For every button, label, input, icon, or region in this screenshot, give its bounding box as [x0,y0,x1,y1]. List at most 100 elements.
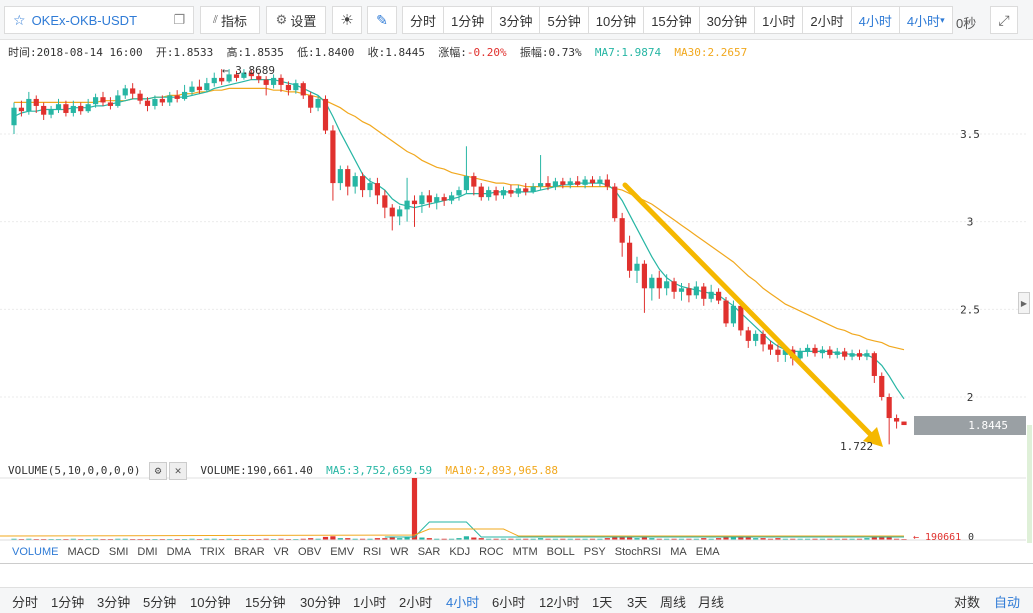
interval-7[interactable]: 1小时 [755,6,804,34]
settings-button[interactable]: ⚙ 设置 [266,6,326,34]
sidebar-toggle[interactable]: ▶ [1018,292,1030,314]
indicator-tab-mtm[interactable]: MTM [512,546,538,558]
interval-9[interactable]: 4小时 [851,6,900,34]
candle-body [775,349,781,355]
candle-body [693,286,699,296]
volume-bar [18,539,25,540]
volume-bar [775,538,781,540]
period-14[interactable]: 周线 [660,595,687,610]
candle-body [441,197,447,201]
indicator-tab-wr[interactable]: WR [390,546,409,558]
indicator-tab-dmi[interactable]: DMI [137,546,158,558]
indicator-tab-roc[interactable]: ROC [479,546,504,558]
interval-2[interactable]: 3分钟 [492,6,541,34]
candle-body [842,351,848,357]
period-4[interactable]: 10分钟 [190,595,231,610]
volume-bar [782,538,788,540]
candle-body [85,104,91,112]
indicator-tab-rsi[interactable]: RSI [363,546,382,558]
period-1[interactable]: 1分钟 [51,595,85,610]
period-11[interactable]: 12小时 [539,595,580,610]
indicator-tab-ma[interactable]: MA [670,546,687,558]
candle-body [604,179,610,187]
star-icon[interactable]: ☆ [13,11,26,28]
period-6[interactable]: 30分钟 [300,595,341,610]
interval-6[interactable]: 30分钟 [699,6,756,34]
gear-icon[interactable]: ⚙ [149,462,168,480]
candle-body [404,200,410,210]
indicator-tab-obv[interactable]: OBV [297,546,322,558]
volume-bar [849,538,855,540]
volume-bar [552,538,559,540]
indicator-tab-ema[interactable]: EMA [695,546,720,558]
period-5[interactable]: 15分钟 [245,595,286,610]
volume-bar [26,538,32,540]
draw-tool-button[interactable]: ✎ [367,6,397,34]
indicator-tab-dma[interactable]: DMA [166,546,192,558]
indicator-tab-volume[interactable]: VOLUME [12,546,59,558]
volume-bar [167,539,173,540]
period-0[interactable]: 分时 [12,595,39,610]
y-tick-label: 3.5 [960,128,980,141]
indicator-tab-kdj[interactable]: KDJ [449,546,471,558]
volume-bar [575,538,581,540]
candle-body [834,351,840,355]
candle-body [575,181,581,185]
indicator-tab-vr[interactable]: VR [273,546,289,558]
volume-bar [693,538,699,540]
candle-body [189,86,195,92]
interval-1[interactable]: 1分钟 [444,6,493,34]
auto-scale-toggle[interactable]: 自动 [994,595,1021,610]
indicator-tab-trix[interactable]: TRIX [200,546,226,558]
close-icon[interactable]: ✕ [169,462,188,480]
interval-3[interactable]: 5分钟 [540,6,589,34]
candle-body [782,349,788,355]
candle-body [849,353,855,357]
period-10[interactable]: 6小时 [492,595,526,610]
interval-10[interactable]: 4小时 ▾ [899,6,953,34]
volume-bar [790,538,796,540]
candle-body [270,77,277,85]
candle-body [233,74,240,78]
candle-body [597,179,603,184]
interval-4[interactable]: 10分钟 [588,6,645,34]
fullscreen-button[interactable]: ⤢ [990,6,1018,34]
indicator-tab-stochrsi[interactable]: StochRSI [614,546,662,558]
indicator-tab-macd[interactable]: MACD [67,546,100,558]
candle-body [715,291,722,301]
candle-body [901,421,907,426]
volume-bar [649,538,655,540]
period-9[interactable]: 4小时 [446,595,480,610]
candle-body [664,281,670,289]
interval-5[interactable]: 15分钟 [644,6,700,34]
period-8[interactable]: 2小时 [399,595,433,610]
scrollbar[interactable] [1027,425,1032,543]
indicator-tab-psy[interactable]: PSY [583,546,606,558]
volume-bar [730,537,737,540]
period-13[interactable]: 3天 [627,595,648,610]
indicator-button[interactable]: ⫽ 指标 [200,6,260,34]
interval-0[interactable]: 分时 [402,6,445,34]
candle-body [864,353,870,357]
theme-toggle-button[interactable]: ☀ [332,6,362,34]
copy-icon[interactable]: ❐ [173,12,185,27]
volume-bar [715,538,722,540]
indicator-tab-brar[interactable]: BRAR [234,546,265,558]
volume-ma10: MA10:2,893,965.88 [445,464,558,477]
indicator-tab-emv[interactable]: EMV [330,546,355,558]
indicator-tab-sar[interactable]: SAR [417,546,441,558]
log-scale-toggle[interactable]: 对数 [954,595,981,610]
indicator-tab-boll[interactable]: BOLL [546,546,575,558]
candle-body [41,105,47,115]
interval-8[interactable]: 2小时 [803,6,852,34]
period-3[interactable]: 5分钟 [143,595,177,610]
period-12[interactable]: 1天 [592,595,613,610]
symbol-selector[interactable]: ☆ OKEx-OKB-USDT ❐ [4,6,194,34]
period-2[interactable]: 3分钟 [97,595,131,610]
indicator-tab-smi[interactable]: SMI [108,546,129,558]
period-7[interactable]: 1小时 [353,595,387,610]
period-15[interactable]: 月线 [698,595,725,610]
volume-bar [33,539,39,540]
countdown-clock: 0秒 [956,16,977,31]
volume-bar [211,538,217,540]
